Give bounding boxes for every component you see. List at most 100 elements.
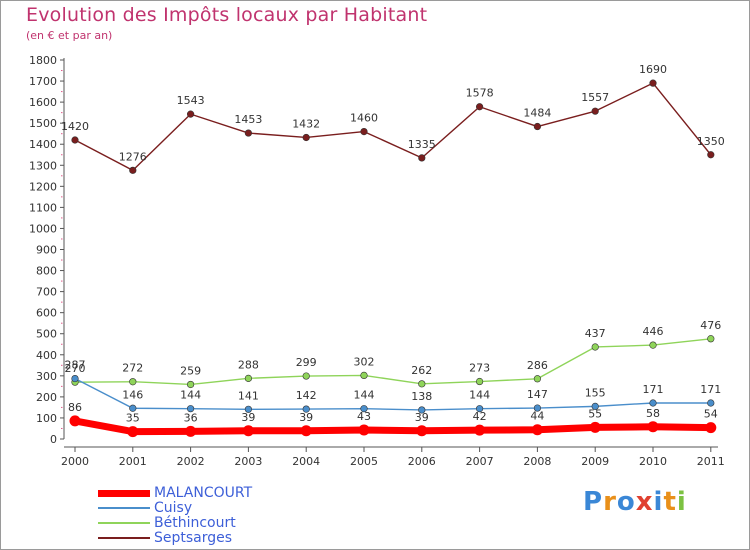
data-label: 1690 xyxy=(639,63,667,76)
data-label: 1420 xyxy=(61,120,89,133)
data-label: 142 xyxy=(296,389,317,402)
x-tick-label: 2002 xyxy=(177,455,205,468)
data-label: 288 xyxy=(238,358,259,371)
data-point xyxy=(418,406,426,414)
data-point xyxy=(187,405,195,413)
y-tick-label: 1800 xyxy=(29,54,57,67)
data-label: 446 xyxy=(643,325,664,338)
data-label: 36 xyxy=(184,411,198,424)
y-tick-label: 1300 xyxy=(29,159,57,172)
y-tick-label: 1600 xyxy=(29,96,57,109)
legend-swatch xyxy=(98,537,150,539)
data-label: 144 xyxy=(469,389,490,402)
y-tick-label: 1700 xyxy=(29,75,57,88)
data-label: 299 xyxy=(296,356,317,369)
data-label: 1543 xyxy=(177,94,205,107)
data-label: 262 xyxy=(411,364,432,377)
data-point xyxy=(533,375,542,383)
data-point xyxy=(360,371,368,380)
y-tick-label: 600 xyxy=(36,307,57,320)
data-point xyxy=(71,374,79,383)
data-label: 270 xyxy=(65,362,86,375)
data-point xyxy=(242,425,254,437)
data-point xyxy=(69,415,81,427)
y-tick-label: 200 xyxy=(36,391,57,404)
data-point xyxy=(707,399,715,407)
y-tick-label: 1200 xyxy=(29,180,57,193)
legend-label: Cuisy xyxy=(154,500,193,516)
data-label: 171 xyxy=(700,383,721,396)
data-label: 1484 xyxy=(523,107,551,120)
data-point xyxy=(476,103,484,111)
data-point xyxy=(589,421,601,433)
legend-swatch xyxy=(98,522,150,524)
data-label: 1432 xyxy=(292,117,320,130)
legend-item-septsarges: Septsarges xyxy=(98,530,233,546)
data-label: 1578 xyxy=(466,87,494,100)
series-line-béthincourt xyxy=(74,338,711,386)
data-point xyxy=(71,136,79,144)
data-label: 39 xyxy=(299,411,313,424)
data-label: 138 xyxy=(411,390,432,403)
y-tick-label: 100 xyxy=(36,412,57,425)
series-points xyxy=(69,79,717,438)
data-point xyxy=(129,404,137,412)
data-point xyxy=(302,133,310,142)
data-label: 43 xyxy=(357,410,371,423)
data-label: 273 xyxy=(469,362,490,375)
series-line-malancourt xyxy=(74,417,711,436)
data-label: 42 xyxy=(473,410,487,423)
data-point xyxy=(531,424,543,436)
data-point xyxy=(358,424,370,436)
data-point xyxy=(302,405,310,413)
logo-letter: o xyxy=(616,487,636,517)
x-tick-label: 2001 xyxy=(119,455,147,468)
data-point xyxy=(647,421,659,433)
data-label: 476 xyxy=(700,319,721,332)
data-label: 147 xyxy=(527,388,548,401)
data-label: 286 xyxy=(527,359,548,372)
legend-item-bethincourt: Béthincourt xyxy=(98,515,236,531)
chart-subtitle: (en € et par an) xyxy=(26,29,113,42)
data-label: 1453 xyxy=(234,113,262,126)
data-label: 35 xyxy=(126,412,140,425)
legend-label: Béthincourt xyxy=(154,515,236,531)
y-tick-label: 1000 xyxy=(29,222,57,235)
x-tick-label: 2009 xyxy=(581,455,609,468)
data-point xyxy=(360,405,368,413)
y-tick-label: 400 xyxy=(36,349,57,362)
data-label: 44 xyxy=(530,410,544,423)
logo-letter: x xyxy=(635,487,654,517)
data-point xyxy=(187,380,195,389)
x-tick-label: 2003 xyxy=(234,455,262,468)
data-label: 146 xyxy=(122,388,143,401)
series-line-cuisy xyxy=(74,377,711,411)
data-label: 39 xyxy=(415,411,429,424)
data-point xyxy=(707,335,715,343)
data-label: 287 xyxy=(65,359,86,372)
y-tick-label: 1400 xyxy=(29,138,57,151)
data-label: 171 xyxy=(643,383,664,396)
data-point xyxy=(707,151,715,159)
x-tick-label: 2007 xyxy=(466,455,494,468)
y-tick-label: 800 xyxy=(36,265,57,278)
data-label: 55 xyxy=(588,407,602,420)
chart-title: Evolution des Impôts locaux par Habitant xyxy=(26,4,428,26)
data-point xyxy=(649,79,657,87)
series-lines xyxy=(74,82,712,436)
logo-letter: i xyxy=(653,487,664,517)
data-label: 58 xyxy=(646,407,660,420)
data-label: 144 xyxy=(180,389,201,402)
x-tick-label: 2005 xyxy=(350,455,378,468)
x-tick-label: 2004 xyxy=(292,455,320,468)
data-label: 1460 xyxy=(350,112,378,125)
data-label: 86 xyxy=(68,401,82,414)
x-tick-label: 2000 xyxy=(61,455,89,468)
data-point xyxy=(533,122,542,131)
y-tick-label: 1100 xyxy=(29,201,57,214)
legend-label: Septsarges xyxy=(154,530,233,546)
data-point xyxy=(244,405,252,413)
y-tick-label: 1500 xyxy=(29,117,57,130)
legend-swatch xyxy=(98,489,150,497)
